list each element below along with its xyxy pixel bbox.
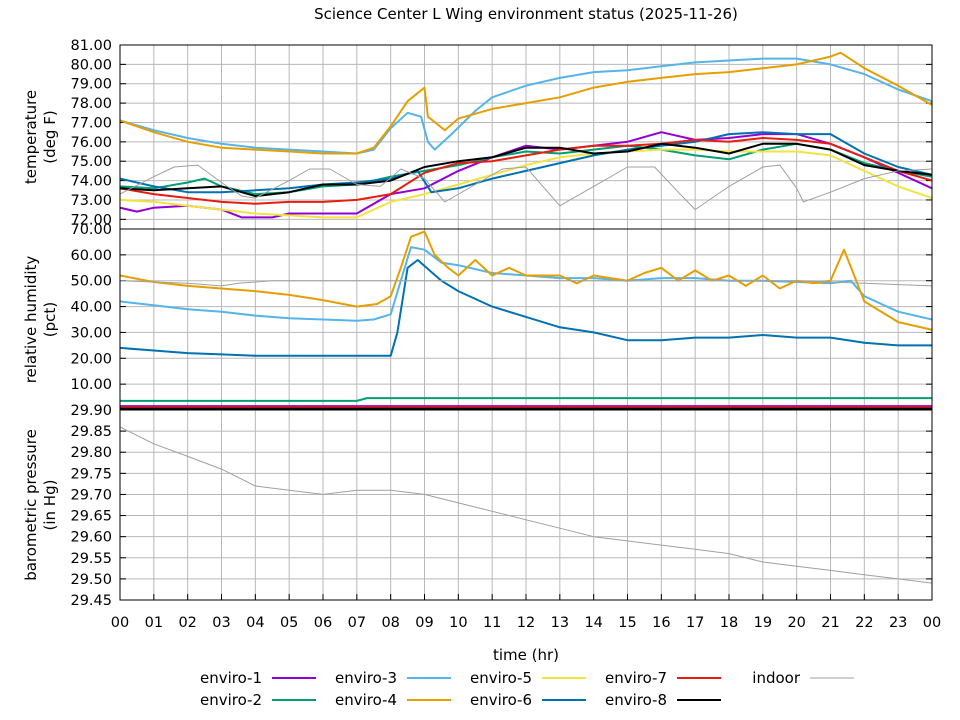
x-tick-label: 06: [314, 615, 332, 631]
series-line-enviro-6: [120, 131, 932, 194]
legend-label-enviro-7: enviro-7: [605, 669, 667, 687]
y-tick-label: 29.60: [70, 530, 112, 546]
y-tick-label: 20.00: [70, 351, 112, 367]
x-tick-label: 16: [652, 615, 670, 631]
x-tick-label: 22: [855, 615, 873, 631]
y-tick-label: 10.00: [70, 377, 112, 393]
series-line-enviro-6: [120, 259, 932, 357]
x-tick-label: 15: [618, 615, 636, 631]
x-tick-label: 09: [415, 615, 433, 631]
y-tick-label: 29.85: [70, 424, 112, 440]
legend-label-enviro-5: enviro-5: [470, 669, 532, 687]
x-tick-label: 04: [246, 615, 264, 631]
y-tick-label: 80.00: [70, 57, 112, 73]
x-tick-label: 02: [178, 615, 196, 631]
y-tick-label: 29.50: [70, 572, 112, 588]
legend-label-enviro-8: enviro-8: [605, 691, 667, 709]
y-axis-label: (pct): [41, 302, 59, 337]
y-tick-label: 29.80: [70, 445, 112, 461]
y-tick-label: 29.90: [70, 403, 112, 419]
x-tick-label: 08: [381, 615, 399, 631]
y-tick-label: 76.00: [70, 135, 112, 151]
x-axis-label: time (hr): [493, 646, 559, 664]
x-tick-label: 12: [517, 615, 535, 631]
y-tick-label: 75.00: [70, 154, 112, 170]
y-tick-label: 72.00: [70, 212, 112, 228]
y-tick-label: 29.55: [70, 551, 112, 567]
y-tick-label: 73.00: [70, 193, 112, 209]
x-tick-label: 03: [212, 615, 230, 631]
y-tick-label: 60.00: [70, 248, 112, 264]
series-line-enviro-5: [120, 148, 932, 219]
series-group: [120, 51, 932, 219]
x-tick-label: 11: [483, 615, 501, 631]
series-line-enviro-2: [120, 397, 932, 402]
x-tick-label: 14: [584, 615, 602, 631]
x-tick-label: 13: [551, 615, 569, 631]
x-tick-label: 00: [111, 615, 129, 631]
y-tick-label: 50.00: [70, 274, 112, 290]
x-tick-label: 18: [720, 615, 738, 631]
series-line-enviro-4: [120, 230, 932, 331]
y-tick-label: 79.00: [70, 77, 112, 93]
legend-label-enviro-2: enviro-2: [200, 691, 262, 709]
series-line-enviro-4: [120, 51, 932, 155]
y-tick-label: 81.00: [70, 38, 112, 54]
y-axis-label: (in Hg): [41, 480, 59, 531]
x-tick-label: 21: [821, 615, 839, 631]
series-line-enviro-8: [120, 142, 932, 198]
legend-label-indoor: indoor: [752, 669, 801, 687]
y-axis-label: (deg F): [41, 110, 59, 163]
legend-label-enviro-1: enviro-1: [200, 669, 262, 687]
legend-label-enviro-3: enviro-3: [335, 669, 397, 687]
x-tick-label: 17: [686, 615, 704, 631]
x-tick-label: 00: [923, 615, 941, 631]
y-tick-label: 29.70: [70, 487, 112, 503]
y-tick-label: 29.65: [70, 509, 112, 525]
series-line-enviro-3: [120, 57, 932, 155]
y-tick-label: 29.75: [70, 466, 112, 482]
y-tick-label: 29.45: [70, 593, 112, 609]
y-axis-label: barometric pressure: [22, 429, 40, 581]
x-tick-label: 20: [787, 615, 805, 631]
y-tick-label: 30.00: [70, 325, 112, 341]
series-group: [120, 426, 932, 584]
y-axis-label: relative humidity: [22, 256, 40, 384]
y-tick-label: 78.00: [70, 96, 112, 112]
series-group: [120, 230, 932, 410]
x-tick-label: 01: [145, 615, 163, 631]
x-tick-label: 05: [280, 615, 298, 631]
series-line-indoor: [120, 426, 932, 584]
x-tick-label: 23: [889, 615, 907, 631]
series-line-indoor: [120, 280, 932, 287]
legend-label-enviro-6: enviro-6: [470, 691, 532, 709]
chart-title: Science Center L Wing environment status…: [314, 5, 738, 23]
y-tick-label: 74.00: [70, 174, 112, 190]
y-tick-label: 40.00: [70, 300, 112, 316]
x-tick-label: 10: [449, 615, 467, 631]
x-tick-label: 19: [754, 615, 772, 631]
x-tick-label: 07: [348, 615, 366, 631]
y-axis-label: temperature: [22, 90, 40, 184]
series-line-indoor: [120, 164, 932, 211]
legend-label-enviro-4: enviro-4: [335, 691, 397, 709]
series-line-enviro-7: [120, 137, 932, 205]
y-tick-label: 77.00: [70, 115, 112, 131]
y-tick-label: 70.00: [70, 222, 112, 238]
